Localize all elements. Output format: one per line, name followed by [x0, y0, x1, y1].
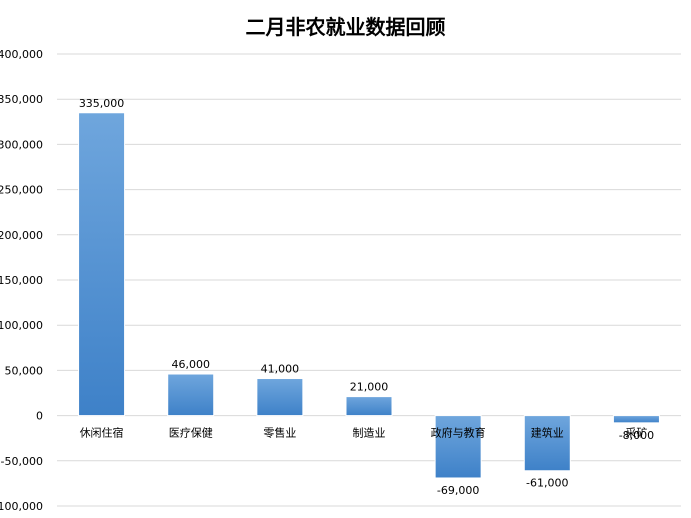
data-label: 41,000: [261, 363, 300, 376]
y-tick-label: 200,000: [0, 229, 43, 242]
y-tick-label: 350,000: [0, 93, 43, 106]
y-tick-label: 400,000: [0, 48, 43, 61]
category-label: 医疗保健: [169, 426, 213, 440]
data-label: -69,000: [437, 484, 479, 497]
data-label: -61,000: [526, 477, 568, 490]
y-tick-label: 300,000: [0, 138, 43, 151]
bar: [612, 415, 660, 424]
y-tick-label: -100,000: [0, 500, 43, 513]
bar: [523, 415, 571, 472]
category-labels: 休闲住宿 医疗保健 零售业 制造业 政府与教育 建筑业 采矿: [80, 426, 648, 440]
y-tick-label: 0: [36, 410, 43, 423]
category-label: 建筑业: [531, 426, 564, 440]
category-label: 零售业: [263, 426, 296, 440]
bars: [78, 112, 660, 479]
y-tick-label: -50,000: [1, 455, 43, 468]
bar: [78, 112, 126, 417]
y-tick-label: 250,000: [0, 184, 43, 197]
gridlines: [57, 53, 681, 507]
bar: [256, 378, 304, 417]
y-tick-label: 100,000: [0, 319, 43, 332]
category-label: 制造业: [353, 426, 386, 440]
data-label: -8,000: [619, 429, 654, 442]
y-axis-ticks: 400,000 350,000 300,000 250,000 200,000 150,0…: [0, 48, 43, 513]
chart-title: 二月非农就业数据回顾: [245, 15, 446, 39]
category-label: 采矿: [625, 427, 647, 440]
category-label: 政府与教育: [431, 426, 486, 440]
data-label: 21,000: [350, 381, 389, 394]
y-tick-label: 50,000: [5, 364, 44, 377]
bar: [167, 373, 215, 417]
bar: [434, 415, 482, 479]
data-label: 46,000: [171, 358, 210, 371]
bar: [345, 396, 393, 417]
y-tick-label: 150,000: [0, 274, 43, 287]
data-label: 335,000: [79, 97, 125, 110]
data-labels: 335,000 46,000 41,000 21,000 -69,000 -61,000 -…: [79, 97, 654, 497]
category-label: 休闲住宿: [80, 426, 124, 440]
